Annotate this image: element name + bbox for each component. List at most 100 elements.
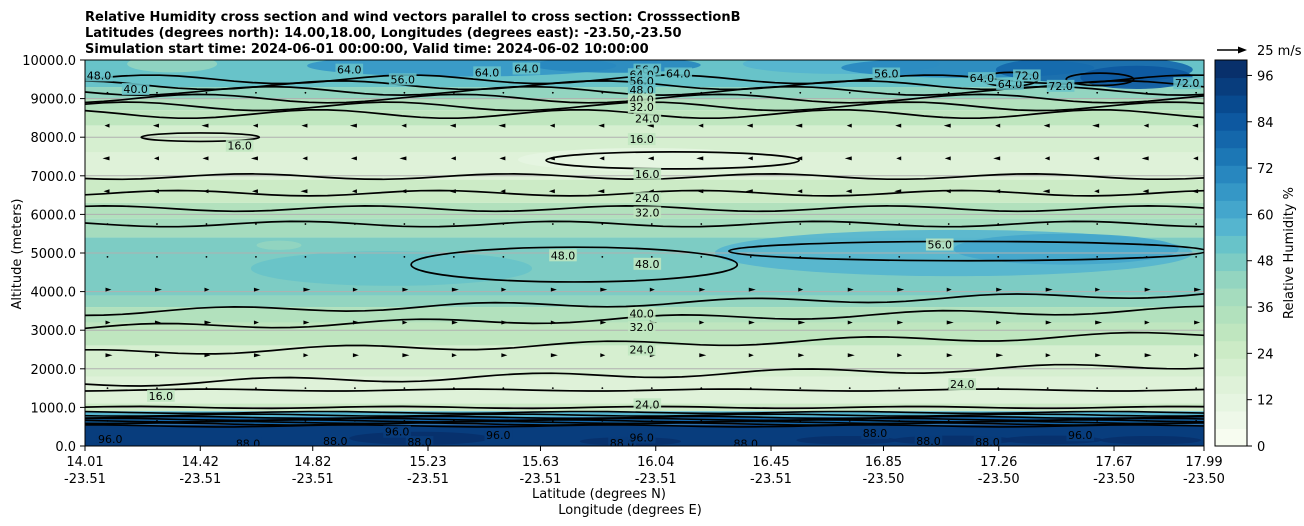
colorbar-tick-label: 72 xyxy=(1257,162,1274,177)
wind-vector xyxy=(201,123,209,128)
contour-label-bg xyxy=(96,433,125,446)
wind-vector xyxy=(255,223,257,225)
wind-vector xyxy=(947,91,950,94)
contour-line xyxy=(85,220,1204,228)
plot-area: 48.0 40.0 64.0 56.0 64.0 64.0 56.0 64.0 64.0 56.0… xyxy=(85,60,1204,450)
wind-vector xyxy=(844,156,852,161)
contour-label: 56.0 xyxy=(390,73,415,86)
wind-vector xyxy=(102,156,110,161)
wind-vector xyxy=(400,189,407,194)
wind-vector xyxy=(1192,123,1199,128)
contour-label: 56.0 xyxy=(874,68,899,81)
y-tick-label: 7000.0 xyxy=(31,170,77,185)
colorbar-segment xyxy=(1215,358,1247,377)
contour-line xyxy=(85,424,1204,428)
x-tick-label-lat: 14.42 xyxy=(182,455,219,470)
contour-line xyxy=(85,331,1204,355)
wind-vector xyxy=(502,387,505,389)
wind-vector xyxy=(997,387,1000,389)
x-tick-label-lat: 15.23 xyxy=(409,455,446,470)
x-axis-label-longitude: Longitude (degrees E) xyxy=(558,503,702,518)
wind-vector xyxy=(451,320,458,325)
y-tick-label: 5000.0 xyxy=(31,247,77,262)
wind-vector xyxy=(995,123,1001,128)
wind-vector xyxy=(501,287,507,292)
wind-vector xyxy=(947,255,950,258)
colorbar-segment xyxy=(1215,410,1247,429)
wind-vector xyxy=(1144,287,1151,292)
wind-vector xyxy=(156,387,158,389)
wind-vector xyxy=(1094,189,1100,194)
wind-vector xyxy=(700,420,703,422)
wind-vector xyxy=(304,255,307,258)
wind-vector xyxy=(799,91,802,94)
contour-label: 48.0 xyxy=(87,69,112,82)
contour-label-bg xyxy=(608,436,636,446)
wind-vector xyxy=(997,420,1000,422)
wind-vector xyxy=(944,156,951,161)
contour-label: 88.0 xyxy=(975,436,1000,449)
wind-vector xyxy=(106,223,109,225)
wind-vector xyxy=(898,255,901,258)
wind-vector xyxy=(848,91,851,94)
wind-vector xyxy=(156,91,158,94)
wind-vector xyxy=(993,156,1001,161)
wind-vector xyxy=(452,420,455,422)
wind-vector xyxy=(349,123,357,128)
wind-vector xyxy=(448,189,456,194)
wind-vector xyxy=(1195,420,1198,422)
wind-vector xyxy=(894,189,902,194)
colorbar-tick-label: 36 xyxy=(1257,301,1274,316)
wind-vector xyxy=(451,287,459,292)
wind-vector xyxy=(799,420,802,422)
colorbar-segment xyxy=(1215,130,1247,149)
colorbar-segment xyxy=(1215,253,1247,272)
wind-vector xyxy=(997,255,1000,258)
wind-vector xyxy=(548,189,555,194)
wind-vector xyxy=(402,287,409,292)
wind-vector xyxy=(650,255,653,258)
wind-vector xyxy=(1194,320,1201,325)
contour-closed xyxy=(1065,72,1135,87)
wind-vector xyxy=(1095,353,1102,358)
contour-label-bg xyxy=(633,206,662,219)
wind-vector xyxy=(403,387,406,389)
wind-vector xyxy=(848,420,851,422)
colorbar-segment xyxy=(1215,95,1247,114)
wind-vector xyxy=(106,420,109,422)
contour-label: 24.0 xyxy=(635,192,660,205)
wind-vector xyxy=(747,156,753,161)
contour-label: 24.0 xyxy=(629,344,654,357)
wind-vector xyxy=(699,287,706,292)
colorbar-tick-label: 96 xyxy=(1257,69,1274,84)
wind-vector xyxy=(351,189,357,194)
wind-vector xyxy=(748,353,754,358)
y-tick-label: 9000.0 xyxy=(31,93,77,108)
contour-label-bg xyxy=(627,101,656,114)
contour-label: 72.0 xyxy=(1175,77,1200,90)
colorbar-segment xyxy=(1215,270,1247,289)
colorbar-segment xyxy=(1215,288,1247,307)
y-tick-label: 4000.0 xyxy=(31,286,77,301)
wind-vector xyxy=(848,223,851,225)
colorbar-segment xyxy=(1215,60,1247,79)
contour-line xyxy=(85,205,1204,213)
wind-vector xyxy=(1045,287,1053,292)
contour-label-bg xyxy=(973,436,1002,446)
wind-vector xyxy=(550,320,556,325)
wind-vector xyxy=(105,287,112,292)
contour-label: 88.0 xyxy=(610,437,635,450)
contour-label-bg xyxy=(627,84,656,97)
contour-label-bg xyxy=(968,72,996,85)
x-tick-label-lon: -23.50 xyxy=(978,472,1020,487)
x-tick-label-lat: 16.45 xyxy=(752,455,789,470)
contour-label-bg xyxy=(1173,77,1201,90)
contour-label: 16.0 xyxy=(227,140,252,153)
wind-vector xyxy=(1046,255,1049,258)
contour-label: 24.0 xyxy=(950,378,975,391)
contour-label-bg xyxy=(388,73,417,86)
contour-label: 24.0 xyxy=(635,398,660,411)
wind-vector xyxy=(946,353,953,358)
y-tick-label: 10000.0 xyxy=(22,54,76,69)
